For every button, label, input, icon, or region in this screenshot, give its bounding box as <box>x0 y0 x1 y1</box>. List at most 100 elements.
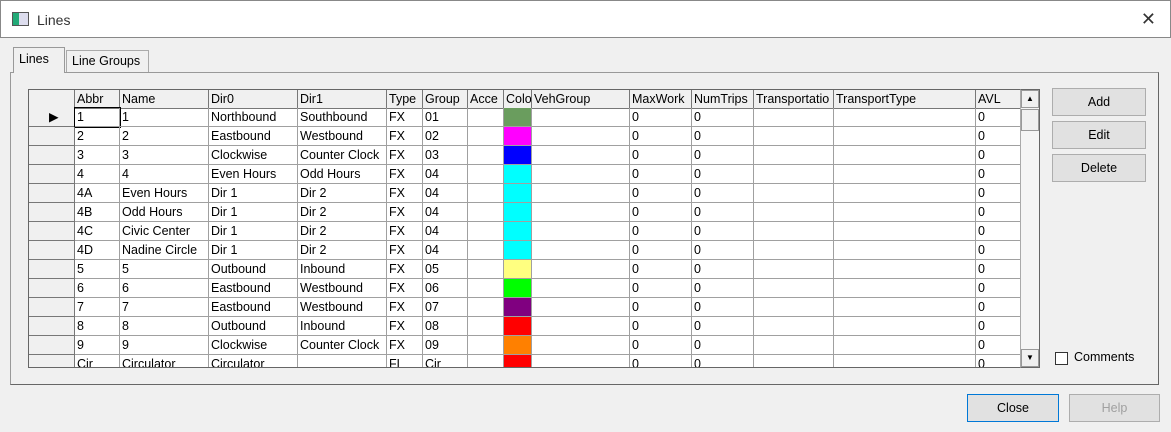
cell-type[interactable]: FX <box>387 165 423 184</box>
cell-dir1[interactable]: Counter Clock <box>298 146 387 165</box>
cell-type[interactable]: FX <box>387 222 423 241</box>
cell-name[interactable]: 7 <box>120 298 209 317</box>
cell-group[interactable]: 09 <box>423 336 468 355</box>
cell-maxwork[interactable]: 0 <box>630 203 692 222</box>
cell-avl[interactable]: 0 <box>976 222 1021 241</box>
row-header[interactable] <box>29 222 75 241</box>
cell-avl[interactable]: 0 <box>976 165 1021 184</box>
cell-abbr[interactable]: 4 <box>75 165 120 184</box>
cell-numtrips[interactable]: 0 <box>692 165 754 184</box>
cell-transporttype[interactable] <box>834 127 976 146</box>
cell-vehgroup[interactable] <box>532 127 630 146</box>
cell-vehgroup[interactable] <box>532 298 630 317</box>
cell-name[interactable]: 3 <box>120 146 209 165</box>
cell-transportatio[interactable] <box>754 184 834 203</box>
color-cell[interactable] <box>504 108 532 127</box>
cell-dir0[interactable]: Clockwise <box>209 336 298 355</box>
cell-maxwork[interactable]: 0 <box>630 222 692 241</box>
cell-transportatio[interactable] <box>754 355 834 367</box>
column-header-dir1[interactable]: Dir1 <box>298 90 387 109</box>
cell-dir1[interactable]: Dir 2 <box>298 184 387 203</box>
cell-acce[interactable] <box>468 298 504 317</box>
cell-dir0[interactable]: Outbound <box>209 317 298 336</box>
color-cell[interactable] <box>504 222 532 241</box>
cell-dir0[interactable]: Clockwise <box>209 146 298 165</box>
cell-name[interactable]: 4 <box>120 165 209 184</box>
cell-avl[interactable]: 0 <box>976 184 1021 203</box>
cell-transporttype[interactable] <box>834 317 976 336</box>
cell-dir1[interactable]: Westbound <box>298 298 387 317</box>
cell-avl[interactable]: 0 <box>976 355 1021 367</box>
color-cell[interactable] <box>504 127 532 146</box>
cell-acce[interactable] <box>468 355 504 367</box>
cell-dir1[interactable]: Dir 2 <box>298 222 387 241</box>
cell-vehgroup[interactable] <box>532 260 630 279</box>
cell-avl[interactable]: 0 <box>976 336 1021 355</box>
cell-name[interactable]: 2 <box>120 127 209 146</box>
cell-group[interactable]: 04 <box>423 184 468 203</box>
row-header[interactable] <box>29 279 75 298</box>
add-button[interactable]: Add <box>1052 88 1146 116</box>
cell-group[interactable]: 05 <box>423 260 468 279</box>
cell-numtrips[interactable]: 0 <box>692 127 754 146</box>
cell-avl[interactable]: 0 <box>976 298 1021 317</box>
scroll-up-button[interactable]: ▲ <box>1021 90 1039 108</box>
cell-group[interactable]: Cir <box>423 355 468 367</box>
cell-abbr[interactable]: 8 <box>75 317 120 336</box>
cell-type[interactable]: FX <box>387 336 423 355</box>
cell-transportatio[interactable] <box>754 222 834 241</box>
cell-maxwork[interactable]: 0 <box>630 184 692 203</box>
cell-transporttype[interactable] <box>834 336 976 355</box>
cell-vehgroup[interactable] <box>532 108 630 127</box>
cell-type[interactable]: FX <box>387 203 423 222</box>
cell-numtrips[interactable]: 0 <box>692 222 754 241</box>
cell-group[interactable]: 04 <box>423 241 468 260</box>
cell-name[interactable]: 6 <box>120 279 209 298</box>
cell-transportatio[interactable] <box>754 127 834 146</box>
cell-avl[interactable]: 0 <box>976 127 1021 146</box>
cell-numtrips[interactable]: 0 <box>692 146 754 165</box>
cell-transporttype[interactable] <box>834 260 976 279</box>
color-cell[interactable] <box>504 184 532 203</box>
cell-transportatio[interactable] <box>754 336 834 355</box>
cell-numtrips[interactable]: 0 <box>692 279 754 298</box>
cell-acce[interactable] <box>468 241 504 260</box>
row-header[interactable] <box>29 241 75 260</box>
cell-name[interactable]: Even Hours <box>120 184 209 203</box>
color-cell[interactable] <box>504 241 532 260</box>
cell-transportatio[interactable] <box>754 108 834 127</box>
row-header[interactable] <box>29 298 75 317</box>
cell-dir1[interactable]: Dir 2 <box>298 241 387 260</box>
cell-dir0[interactable]: Eastbound <box>209 127 298 146</box>
cell-maxwork[interactable]: 0 <box>630 146 692 165</box>
cell-maxwork[interactable]: 0 <box>630 241 692 260</box>
cell-abbr[interactable]: 3 <box>75 146 120 165</box>
edit-button[interactable]: Edit <box>1052 121 1146 149</box>
vertical-scrollbar[interactable]: ▲ ▼ <box>1020 89 1040 368</box>
cell-group[interactable]: 06 <box>423 279 468 298</box>
row-header[interactable] <box>29 317 75 336</box>
cell-numtrips[interactable]: 0 <box>692 203 754 222</box>
cell-type[interactable]: FX <box>387 298 423 317</box>
cell-dir1[interactable]: Westbound <box>298 127 387 146</box>
lines-grid[interactable]: Abbr Name Dir0 Dir1 Type Group Acce Colo VehGrou… <box>28 89 1040 368</box>
cell-maxwork[interactable]: 0 <box>630 317 692 336</box>
cell-maxwork[interactable]: 0 <box>630 127 692 146</box>
cell-name[interactable]: 1 <box>120 108 209 127</box>
cell-abbr[interactable]: 7 <box>75 298 120 317</box>
cell-dir0[interactable]: Eastbound <box>209 298 298 317</box>
cell-avl[interactable]: 0 <box>976 108 1021 127</box>
column-header-transporttype[interactable]: TransportType <box>834 90 976 109</box>
tab-line-groups[interactable]: Line Groups <box>66 50 149 72</box>
cell-transportatio[interactable] <box>754 241 834 260</box>
cell-dir1[interactable]: Inbound <box>298 260 387 279</box>
color-cell[interactable] <box>504 336 532 355</box>
cell-vehgroup[interactable] <box>532 203 630 222</box>
cell-maxwork[interactable]: 0 <box>630 165 692 184</box>
cell-avl[interactable]: 0 <box>976 279 1021 298</box>
cell-vehgroup[interactable] <box>532 355 630 367</box>
row-header[interactable] <box>29 146 75 165</box>
cell-group[interactable]: 04 <box>423 222 468 241</box>
cell-abbr[interactable]: 9 <box>75 336 120 355</box>
cell-name[interactable]: Odd Hours <box>120 203 209 222</box>
